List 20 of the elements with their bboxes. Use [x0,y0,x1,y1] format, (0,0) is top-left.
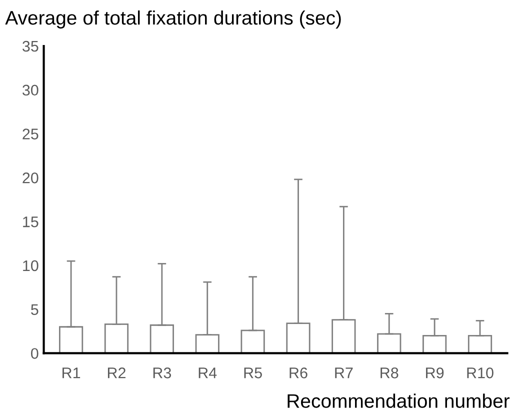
x-tick-label: R8 [380,368,398,378]
y-tick-label: 5 [31,304,38,316]
x-tick-label: R5 [244,368,262,378]
x-tick-label: R6 [290,368,308,378]
y-tick-label: 20 [22,172,38,184]
x-tick-label: R9 [426,368,444,378]
y-tick-label: 30 [22,84,38,96]
x-tick-label: R3 [153,368,172,378]
x-tick-label: R2 [108,368,126,378]
x-tick-label: R4 [198,368,217,378]
x-tick-label: R1 [62,368,80,378]
y-axis-title: Average of total fixation durations (sec) [5,10,341,29]
y-tick-label: 10 [23,260,38,272]
y-tick-label: 15 [23,216,38,228]
x-tick-label: R10 [467,368,494,378]
y-tick-label: 0 [31,348,38,359]
y-tick-label: 35 [22,40,38,52]
x-axis-title: Recommendation number [288,394,510,408]
y-tick-label: 25 [22,128,38,140]
x-tick-label: R7 [335,368,353,378]
